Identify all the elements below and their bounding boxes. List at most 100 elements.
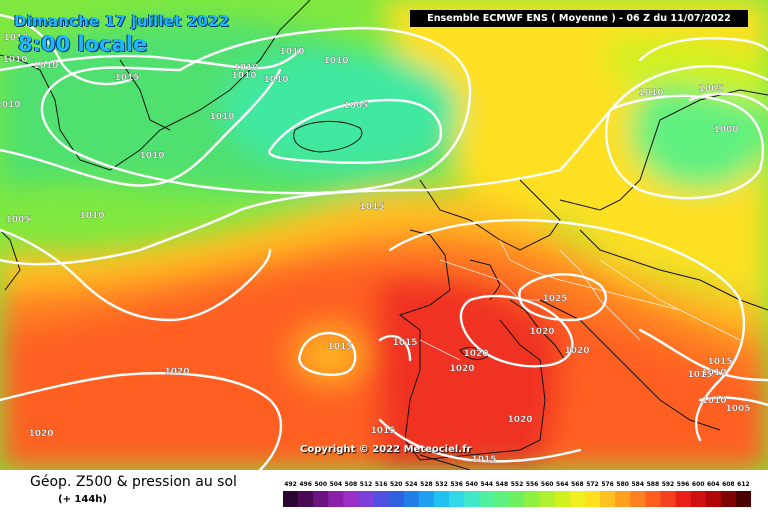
isobar-label: 1010 (79, 211, 104, 221)
legend-tick-label: 604 (707, 481, 720, 488)
lead-time: (+ 144h) (58, 494, 107, 505)
legend-tick-label: 508 (345, 481, 358, 488)
isobar-label: 1015 (392, 338, 417, 348)
legend-tick-label: 524 (405, 481, 418, 488)
isobar-label: 1015 (471, 455, 496, 465)
legend-tick-label: 544 (481, 481, 494, 488)
isobar-label: 1010 (231, 71, 256, 81)
isobar-label: 1005 (5, 215, 30, 225)
color-scale-legend: 492 496 500 504 508 512 516 520 524 528 532 536 540 5… (283, 481, 751, 507)
forecast-date: Dimanche 17 juillet 2022 (14, 12, 230, 30)
legend-tick-label: 568 (571, 481, 584, 488)
legend-swatch (600, 491, 616, 507)
isobar-label: 1020 (28, 429, 53, 439)
legend-swatch (690, 491, 707, 507)
legend-swatch (675, 491, 691, 507)
legend-tick-label: 504 (330, 481, 343, 488)
legend-tick-label: 536 (450, 481, 463, 488)
legend-swatch (645, 491, 661, 507)
legend-swatch (494, 491, 510, 507)
legend-swatch (479, 491, 495, 507)
legend-swatch (720, 491, 737, 507)
legend-swatch (735, 491, 751, 507)
legend-tick-label: 496 (299, 481, 312, 488)
isobar-label: 1015 (359, 202, 384, 212)
legend-tick-label: 612 (737, 481, 750, 488)
legend-swatch (660, 491, 676, 507)
legend-tick-label: 532 (435, 481, 448, 488)
isobar-label: 1020 (449, 364, 474, 374)
legend-swatch (328, 491, 344, 507)
legend-tick-label: 596 (677, 481, 690, 488)
legend-swatch (554, 491, 571, 507)
isobar-label: 1010 (209, 112, 234, 122)
legend-tick-label: 548 (496, 481, 509, 488)
legend-tick-label: 584 (632, 481, 645, 488)
isobar-label: 1000 (713, 125, 738, 135)
parameter-title: Géop. Z500 & pression au sol (30, 474, 237, 490)
copyright-notice: Copyright © 2022 Meteociel.fr (300, 444, 472, 455)
isobar-label: 1010 (638, 88, 663, 98)
legend-tick-label: 588 (647, 481, 660, 488)
legend-swatch (464, 491, 480, 507)
legend-swatch (524, 491, 540, 507)
isobar-label: 1010 (2, 55, 27, 65)
isobar-label: 1020 (529, 327, 554, 337)
isobar-labels: 1010101010101010101510101010101010101010… (0, 33, 751, 465)
legend-swatch (388, 491, 405, 507)
legend-swatch (630, 491, 646, 507)
isobar-label: 1010 (263, 75, 288, 85)
isobar-label: 1015 (114, 73, 139, 83)
legend-swatch (569, 491, 586, 507)
weather-map: 1010101010101010101510101010101010101010… (0, 0, 768, 470)
legend-tick-label: 608 (722, 481, 735, 488)
isobar-label: 1015 (707, 357, 732, 367)
legend-swatch (313, 491, 329, 507)
isobar-label: 1005 (725, 404, 750, 414)
legend-tick-label: 552 (511, 481, 524, 488)
isobar-label: 1020 (564, 346, 589, 356)
isobar-label: 1005 (343, 101, 368, 111)
legend-tick-label: 564 (556, 481, 569, 488)
legend-swatch (539, 491, 556, 507)
legend-swatch (418, 491, 435, 507)
legend-tick-label: 492 (284, 481, 297, 488)
coastlines (0, 0, 768, 470)
isobar-label: 1010 (33, 61, 58, 71)
geopotential-fill (0, 0, 768, 470)
legend-tick-label: 560 (541, 481, 554, 488)
legend-tick-label: 500 (314, 481, 327, 488)
isobar-label: 1010 (701, 396, 726, 406)
legend-swatch (373, 491, 389, 507)
isobar-label: 1025 (542, 294, 567, 304)
legend-tick-label: 572 (586, 481, 599, 488)
legend-swatch (584, 491, 601, 507)
isobar-label: 1015 (370, 426, 395, 436)
legend-swatch (509, 491, 525, 507)
isobar-label: 1020 (463, 349, 488, 359)
isobar-label: 1020 (507, 415, 532, 425)
isobar-label: 1010 (3, 33, 28, 43)
legend-tick-label: 556 (526, 481, 539, 488)
isobar-lines (0, 13, 768, 470)
borders (419, 239, 741, 361)
legend-swatch (283, 491, 299, 507)
legend-swatch (705, 491, 722, 507)
forecast-time: 8:00 locale (18, 32, 148, 56)
legend-tick-label: 600 (692, 481, 705, 488)
model-run-info: Ensemble ECMWF ENS ( Moyenne ) - 06 Z du… (410, 10, 748, 27)
legend-swatch (298, 491, 314, 507)
isobar-label: 1010 (233, 63, 258, 73)
legend-tick-label: 580 (616, 481, 629, 488)
legend-swatch (449, 491, 465, 507)
isobar-label: 1020 (164, 367, 189, 377)
legend-tick-label: 520 (390, 481, 403, 488)
legend-swatch (343, 491, 359, 507)
legend-swatch (358, 491, 374, 507)
isobar-label: 1005 (698, 84, 723, 94)
legend-tick-label: 576 (601, 481, 614, 488)
isobar-label: 1010 (279, 47, 304, 57)
legend-swatch (433, 491, 450, 507)
legend-tick-label: 592 (662, 481, 675, 488)
